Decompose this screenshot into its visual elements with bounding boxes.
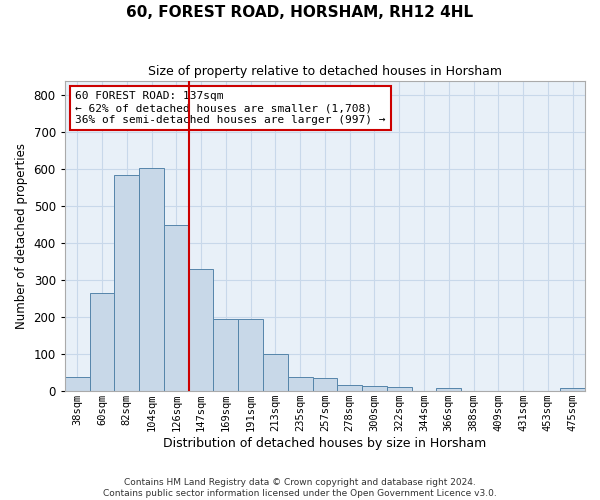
Bar (89, 293, 115, 391)
Bar (436, 388, 461, 391)
Bar (288, 377, 313, 391)
Bar (263, 354, 288, 391)
Text: 60, FOREST ROAD, HORSHAM, RH12 4HL: 60, FOREST ROAD, HORSHAM, RH12 4HL (127, 5, 473, 20)
Bar (115, 175, 139, 391)
Bar (387, 388, 412, 391)
Bar (139, 168, 164, 391)
Bar (313, 378, 337, 391)
Y-axis label: Number of detached properties: Number of detached properties (15, 143, 28, 329)
Bar (337, 384, 362, 391)
Title: Size of property relative to detached houses in Horsham: Size of property relative to detached ho… (148, 65, 502, 78)
Bar (362, 386, 387, 391)
Bar (238, 319, 263, 391)
Bar (560, 388, 585, 391)
Bar (214, 319, 238, 391)
X-axis label: Distribution of detached houses by size in Horsham: Distribution of detached houses by size … (163, 437, 487, 450)
Bar (164, 225, 188, 391)
Bar (65, 378, 89, 391)
Text: Contains HM Land Registry data © Crown copyright and database right 2024.
Contai: Contains HM Land Registry data © Crown c… (103, 478, 497, 498)
Bar (188, 269, 214, 391)
Text: 60 FOREST ROAD: 137sqm
← 62% of detached houses are smaller (1,708)
36% of semi-: 60 FOREST ROAD: 137sqm ← 62% of detached… (75, 92, 386, 124)
